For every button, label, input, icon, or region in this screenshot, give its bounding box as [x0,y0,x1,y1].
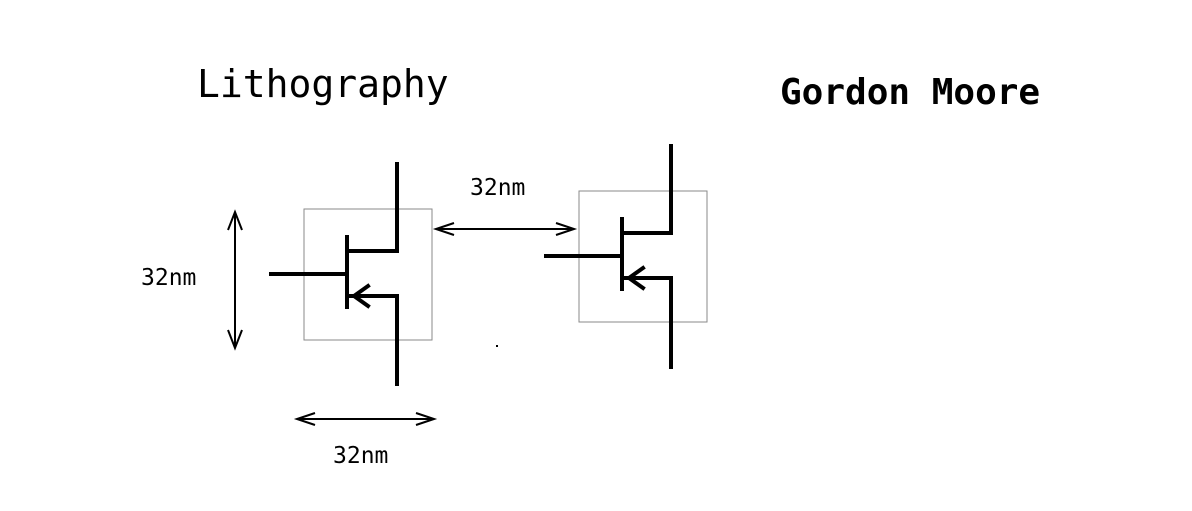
bottom-dimension-label: 32nm [333,443,389,469]
stray-dot [496,345,498,347]
title-lithography: Lithography [197,62,449,106]
transistor-1 [269,162,433,386]
transistor-1-emitter [345,294,399,386]
vertical-dimension-label: 32nm [141,265,197,291]
transistor-2-collector [620,144,673,235]
bottom-dimension-arrow [293,412,438,426]
transistor-1-collector [345,162,399,253]
transistor-2-emitter-arrowhead [625,265,646,291]
gap-dimension-arrow [432,222,578,236]
transistor-1-emitter-arrowhead [350,283,371,309]
gap-dimension-label: 32nm [470,175,526,201]
vertical-dimension-arrow [227,209,243,351]
transistor-2 [544,144,708,369]
title-gordon-moore: Gordon Moore [780,72,1041,113]
transistor-2-emitter [620,276,673,369]
